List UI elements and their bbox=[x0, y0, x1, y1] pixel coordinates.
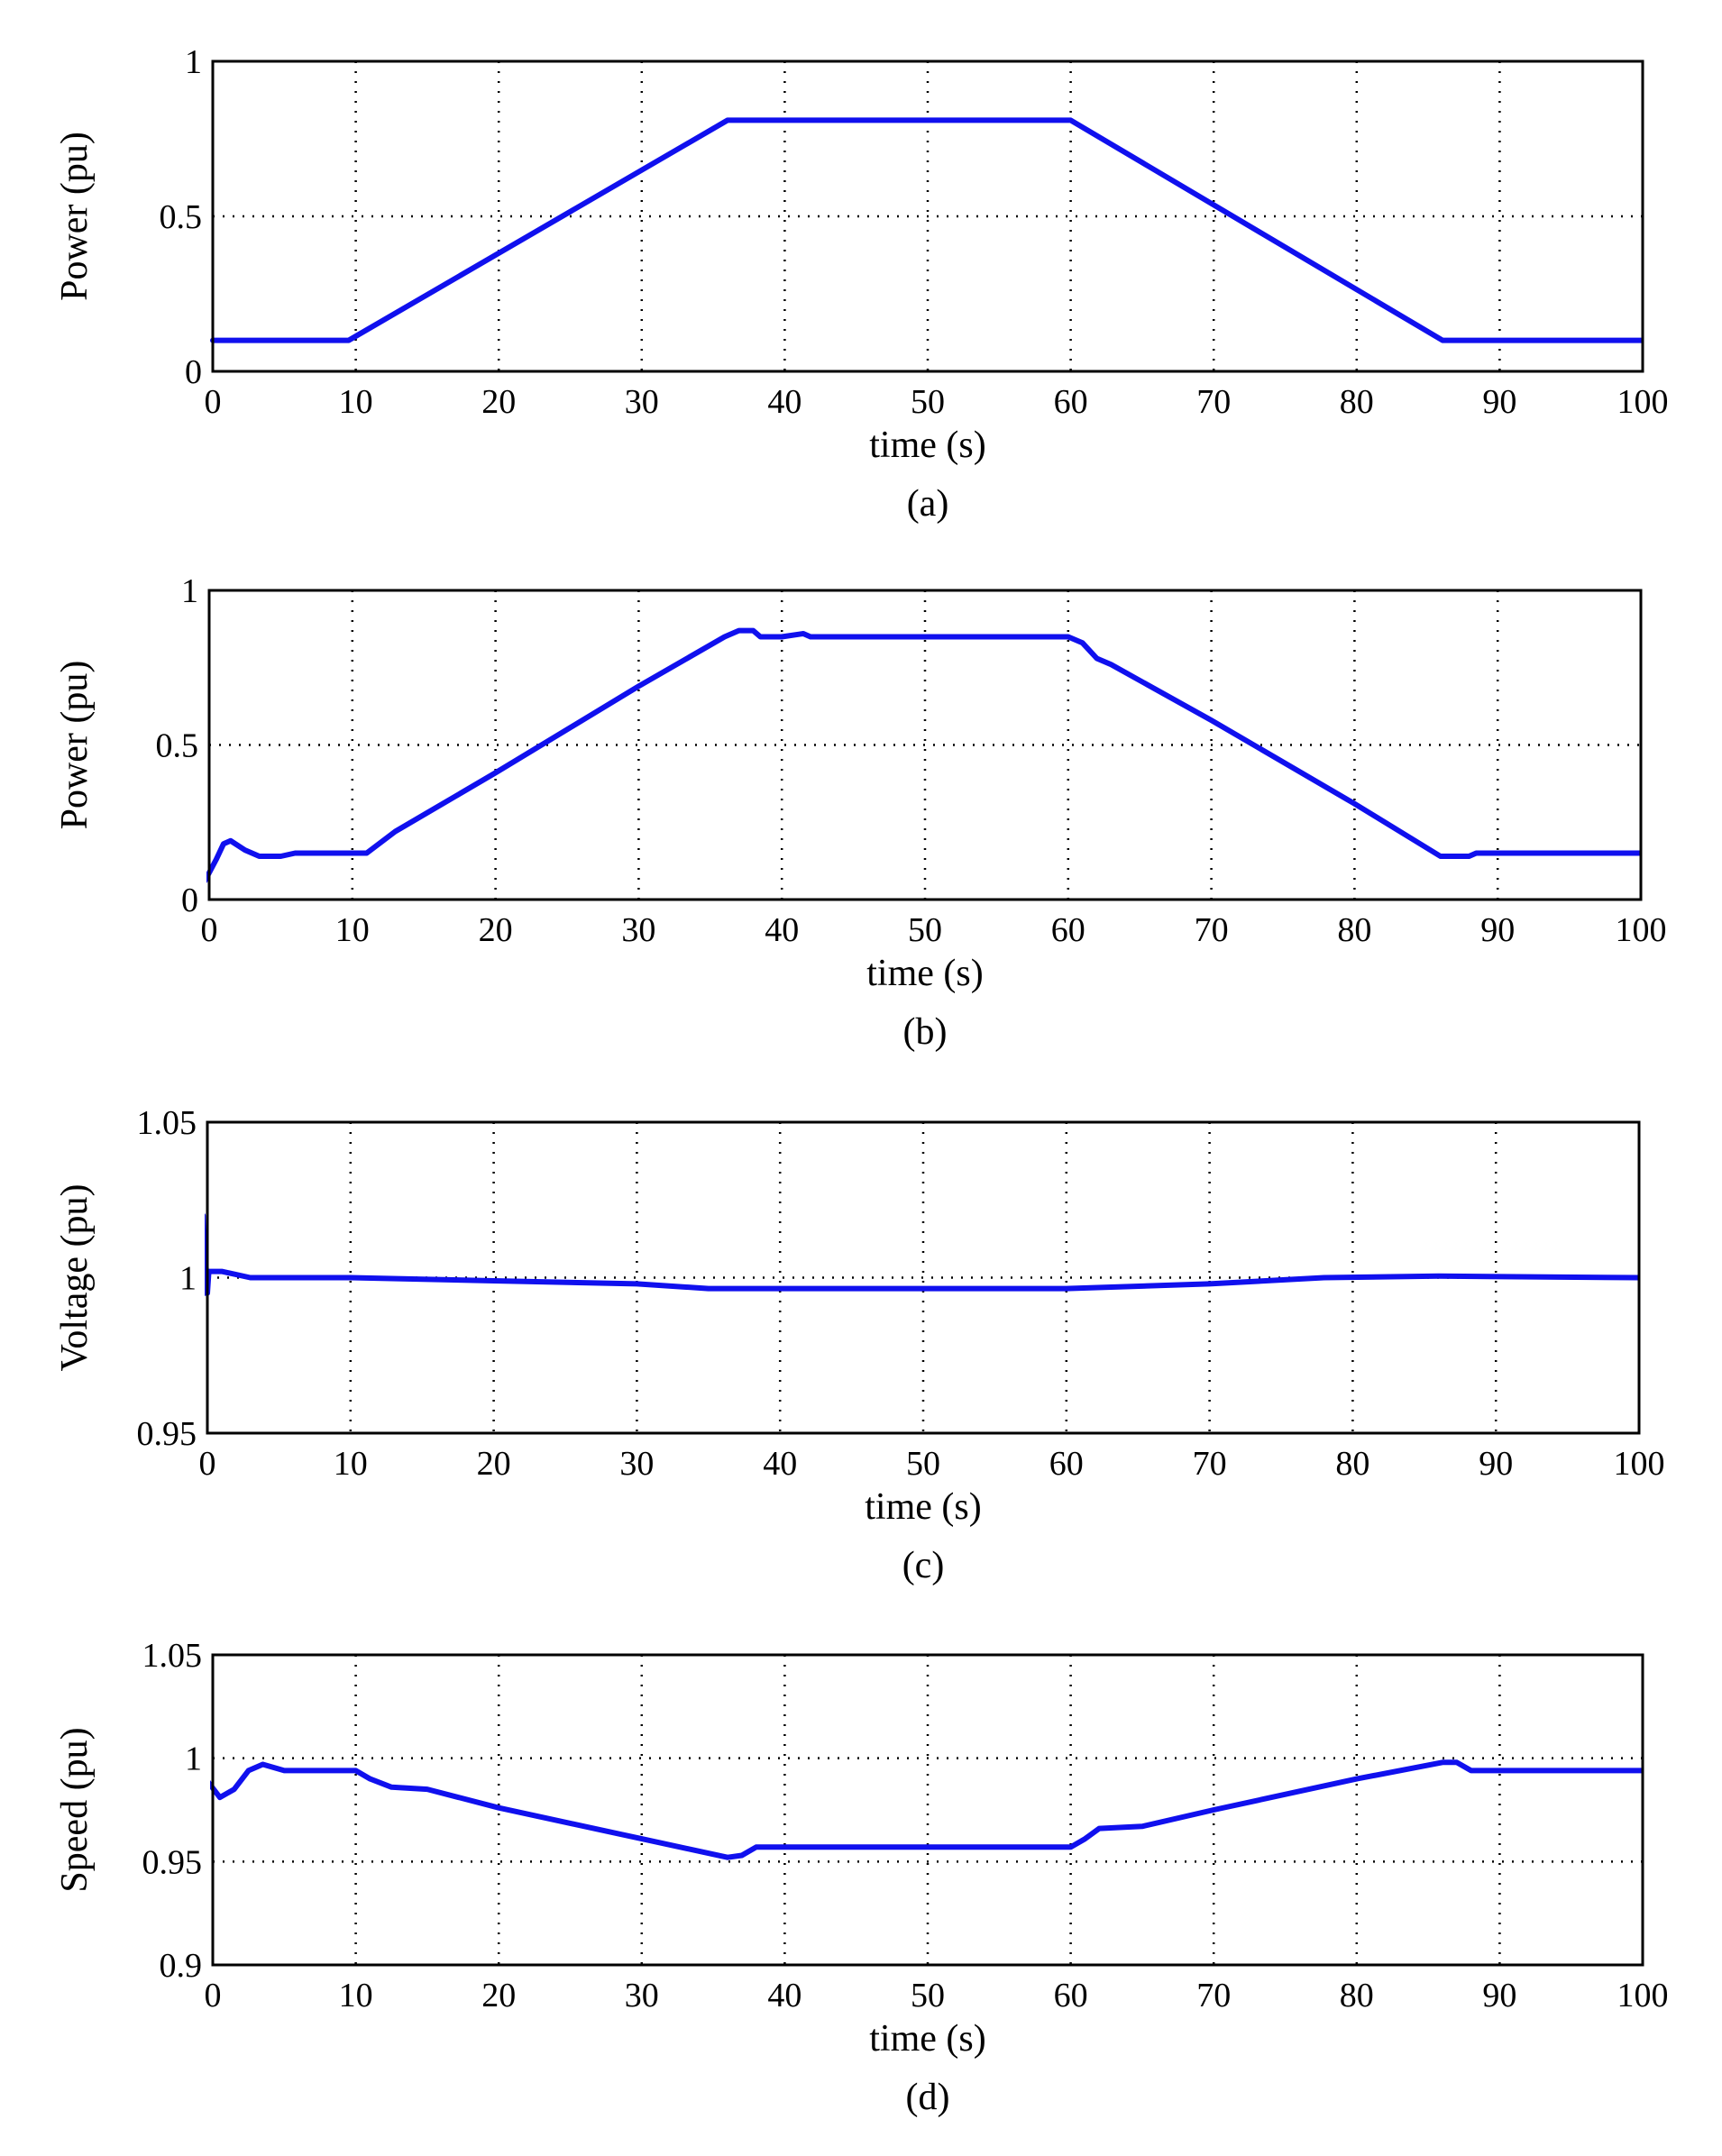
series-line-power bbox=[206, 627, 1641, 883]
x-tick-label: 90 bbox=[1482, 383, 1516, 421]
panel-label: (a) bbox=[907, 483, 949, 525]
chart-panel-b: 0 10 20 30 40 50 60 70 80 90 100 0 0.5 1 time (s) Power… bbox=[54, 572, 1667, 1053]
x-tick-label: 60 bbox=[1051, 911, 1085, 949]
y-tick-label: 1 bbox=[179, 1260, 197, 1298]
plot-frame bbox=[206, 1120, 1641, 1435]
panel-label: (b) bbox=[903, 1011, 948, 1053]
panel-label: (d) bbox=[906, 2077, 950, 2118]
x-tick-label: 50 bbox=[911, 383, 945, 421]
x-tick-label: 60 bbox=[1049, 1445, 1084, 1483]
x-tick-label: 10 bbox=[339, 383, 373, 421]
x-tick-label: 40 bbox=[767, 383, 801, 421]
plot-frame bbox=[211, 59, 1644, 373]
y-tick-label: 1 bbox=[181, 572, 198, 610]
x-tick-label: 30 bbox=[625, 383, 659, 421]
x-tick-label: 100 bbox=[1614, 1445, 1665, 1483]
x-tick-label: 10 bbox=[334, 1445, 368, 1483]
x-tick-label: 100 bbox=[1617, 1977, 1669, 2014]
x-tick-label: 100 bbox=[1617, 383, 1669, 421]
x-tick-label: 90 bbox=[1479, 1445, 1513, 1483]
x-tick-label: 20 bbox=[477, 1445, 511, 1483]
series-line-voltage bbox=[205, 1213, 1639, 1296]
x-tick-label: 70 bbox=[1196, 383, 1231, 421]
x-tick-label: 50 bbox=[911, 1977, 945, 2014]
x-tick-label: 80 bbox=[1335, 1445, 1369, 1483]
plot-frame bbox=[211, 1653, 1644, 1967]
plot-frame bbox=[207, 589, 1643, 901]
x-tick-label: 0 bbox=[199, 1445, 216, 1483]
x-tick-label: 40 bbox=[765, 911, 799, 949]
y-tick-label: 1.05 bbox=[142, 1637, 203, 1675]
x-tick-label: 20 bbox=[481, 383, 516, 421]
x-tick-label: 80 bbox=[1340, 383, 1374, 421]
x-axis-label: time (s) bbox=[865, 1486, 981, 1528]
x-axis-label: time (s) bbox=[869, 425, 985, 466]
y-tick-label: 0 bbox=[181, 882, 198, 919]
x-tick-label: 50 bbox=[906, 1445, 940, 1483]
x-axis-label: time (s) bbox=[869, 2018, 985, 2060]
y-axis-label: Power (pu) bbox=[54, 661, 96, 830]
x-tick-label: 100 bbox=[1616, 911, 1667, 949]
x-tick-label: 0 bbox=[205, 1977, 222, 2014]
x-tick-label: 60 bbox=[1054, 1977, 1088, 2014]
y-axis-label: Voltage (pu) bbox=[54, 1183, 96, 1371]
x-tick-label: 20 bbox=[481, 1977, 516, 2014]
series-line-power bbox=[210, 117, 1643, 343]
chart-panel-a: 0 10 20 30 40 50 60 70 80 90 100 0 0.5 1 time (s) Power… bbox=[54, 43, 1669, 525]
y-tick-label: 0.95 bbox=[137, 1415, 197, 1453]
y-tick-label: 0.9 bbox=[160, 1947, 203, 1985]
x-tick-label: 30 bbox=[625, 1977, 659, 2014]
y-tick-label: 1 bbox=[185, 43, 202, 81]
x-tick-label: 0 bbox=[205, 383, 222, 421]
y-tick-label: 1.05 bbox=[137, 1104, 197, 1142]
x-tick-label: 70 bbox=[1195, 911, 1229, 949]
y-tick-label: 0.5 bbox=[156, 727, 199, 765]
y-axis-label: Power (pu) bbox=[54, 132, 96, 301]
x-tick-label: 10 bbox=[339, 1977, 373, 2014]
series-line-speed bbox=[210, 1759, 1643, 1860]
x-tick-label: 40 bbox=[767, 1977, 801, 2014]
x-tick-label: 60 bbox=[1054, 383, 1088, 421]
chart-panel-d: 0 10 20 30 40 50 60 70 80 90 100 0.9 0.95 1 1.05 time (… bbox=[54, 1637, 1669, 2118]
panel-label: (c) bbox=[902, 1545, 945, 1586]
y-tick-label: 0.5 bbox=[160, 198, 203, 236]
y-tick-label: 0 bbox=[185, 353, 202, 391]
x-tick-label: 20 bbox=[479, 911, 513, 949]
x-tick-label: 30 bbox=[619, 1445, 654, 1483]
x-tick-label: 10 bbox=[335, 911, 370, 949]
x-tick-label: 80 bbox=[1337, 911, 1371, 949]
x-tick-label: 70 bbox=[1193, 1445, 1227, 1483]
x-tick-label: 0 bbox=[201, 911, 218, 949]
y-axis-label: Speed (pu) bbox=[54, 1727, 96, 1892]
x-tick-label: 90 bbox=[1482, 1977, 1516, 2014]
y-tick-label: 1 bbox=[185, 1740, 202, 1778]
chart-panel-c: 0 10 20 30 40 50 60 70 80 90 100 0.95 1 1.05 time (s) V… bbox=[54, 1104, 1665, 1586]
x-tick-label: 80 bbox=[1340, 1977, 1374, 2014]
x-tick-label: 30 bbox=[621, 911, 655, 949]
x-tick-label: 70 bbox=[1196, 1977, 1231, 2014]
x-tick-label: 40 bbox=[763, 1445, 797, 1483]
x-tick-label: 50 bbox=[908, 911, 942, 949]
x-tick-label: 90 bbox=[1480, 911, 1515, 949]
x-axis-label: time (s) bbox=[866, 953, 983, 994]
y-tick-label: 0.95 bbox=[142, 1843, 203, 1881]
